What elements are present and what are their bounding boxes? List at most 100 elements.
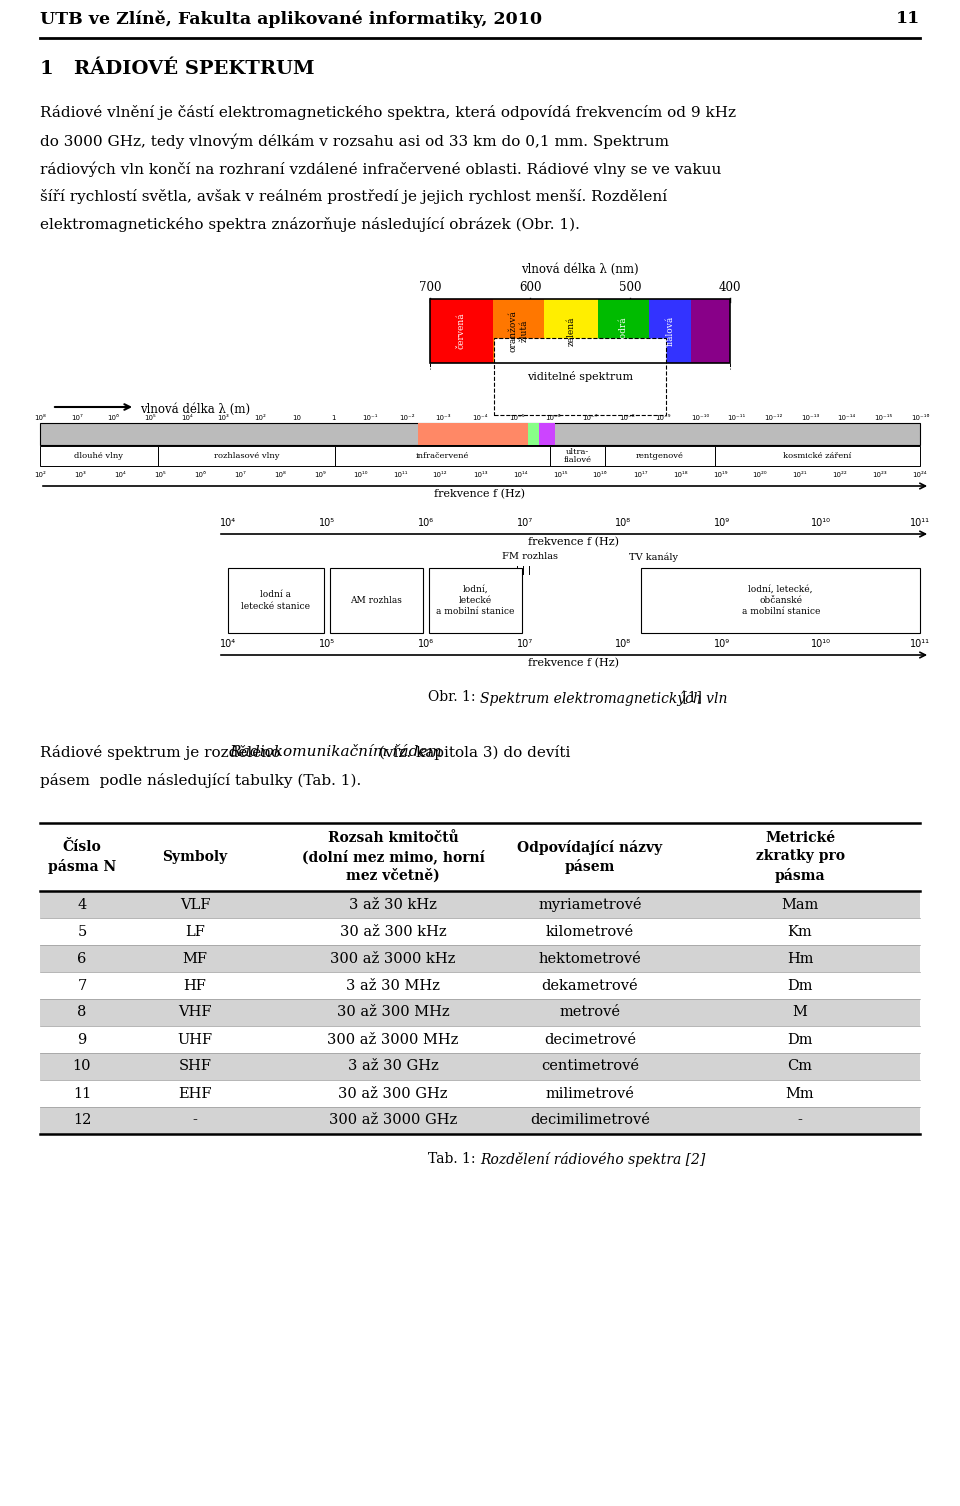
Text: Cm: Cm (787, 1060, 812, 1074)
Text: lodní, letecké,
občanské
a mobilní stanice: lodní, letecké, občanské a mobilní stani… (741, 584, 820, 616)
Bar (430, 300, 493, 363)
Text: 6: 6 (78, 952, 86, 965)
Text: 10⁻³: 10⁻³ (436, 416, 451, 422)
Text: 10²²: 10²² (832, 471, 848, 477)
Bar (158, 446, 335, 465)
Text: Dm: Dm (787, 979, 813, 992)
Text: 10¹⁰: 10¹⁰ (352, 471, 368, 477)
Text: 10¹⁰: 10¹⁰ (811, 518, 831, 529)
Text: 10¹⁶: 10¹⁶ (592, 471, 608, 477)
Text: centimetrové: centimetrové (541, 1060, 639, 1074)
Text: 3 až 30 GHz: 3 až 30 GHz (348, 1060, 439, 1074)
Text: 10²⁴: 10²⁴ (913, 471, 927, 477)
Text: 10¹⁸: 10¹⁸ (673, 471, 687, 477)
Text: 9: 9 (78, 1033, 86, 1047)
Text: lodní,
letecké
a mobilní stanice: lodní, letecké a mobilní stanice (436, 584, 515, 616)
Bar (715, 446, 920, 465)
Bar (598, 300, 649, 363)
Text: 10⁶: 10⁶ (418, 518, 434, 529)
Text: 10¹¹: 10¹¹ (393, 471, 407, 477)
Bar (550, 446, 605, 465)
Text: 300 až 3000 GHz: 300 až 3000 GHz (329, 1113, 457, 1128)
Text: 3 až 30 kHz: 3 až 30 kHz (349, 898, 437, 911)
Text: Hm: Hm (787, 952, 813, 965)
Text: 10⁸: 10⁸ (35, 416, 46, 422)
Bar (40, 919, 920, 944)
Text: UTB ve Zlíně, Fakulta aplikované informatiky, 2010: UTB ve Zlíně, Fakulta aplikované informa… (40, 11, 542, 27)
Bar (641, 568, 920, 633)
Text: 10⁻¹¹: 10⁻¹¹ (728, 416, 746, 422)
Text: 10¹⁷: 10¹⁷ (633, 471, 647, 477)
Text: dekametrové: dekametrové (541, 979, 638, 992)
Text: 700: 700 (419, 282, 442, 294)
Bar (528, 423, 539, 444)
Text: 1   RÁDIOVÉ SPEKTRUM: 1 RÁDIOVÉ SPEKTRUM (40, 60, 315, 78)
Text: 10⁶: 10⁶ (108, 416, 119, 422)
Text: TV kanály: TV kanály (629, 553, 678, 562)
Text: 10⁵: 10⁵ (319, 518, 335, 529)
Text: 7: 7 (78, 979, 86, 992)
Text: 11: 11 (896, 11, 920, 27)
Text: EHF: EHF (179, 1086, 212, 1101)
Text: 10²: 10² (34, 471, 46, 477)
Text: VHF: VHF (179, 1006, 212, 1020)
Text: Rádiové spektrum je rozděleno: Rádiové spektrum je rozděleno (40, 745, 285, 761)
Text: kosmické záření: kosmické záření (783, 452, 852, 459)
Text: Rádiové vlnění je částí elektromagnetického spektra, která odpovídá frekvencím o: Rádiové vlnění je částí elektromagnetick… (40, 105, 736, 120)
Text: 12: 12 (73, 1113, 91, 1128)
Text: Tab. 1:: Tab. 1: (428, 1152, 480, 1166)
Text: 500: 500 (619, 282, 641, 294)
Text: 10⁻¹⁴: 10⁻¹⁴ (837, 416, 855, 422)
Text: 10⁵: 10⁵ (319, 639, 335, 649)
Text: hektometrové: hektometrové (539, 952, 641, 965)
Text: HF: HF (183, 979, 206, 992)
Text: 30 až 300 GHz: 30 až 300 GHz (338, 1086, 447, 1101)
Bar (544, 300, 598, 363)
Text: 10⁹: 10⁹ (714, 639, 731, 649)
Text: Odpovídající názvy
pásem: Odpovídající názvy pásem (517, 840, 662, 873)
Bar (40, 998, 920, 1026)
Bar (40, 971, 920, 998)
Text: červená: červená (457, 313, 466, 349)
Text: Mam: Mam (781, 898, 819, 911)
Text: M: M (793, 1006, 807, 1020)
Text: 10⁸: 10⁸ (615, 639, 632, 649)
Text: dlouhé vlny: dlouhé vlny (75, 452, 124, 459)
Text: decimetrové: decimetrové (544, 1033, 636, 1047)
Text: 10¹⁹: 10¹⁹ (712, 471, 728, 477)
Text: 5: 5 (78, 925, 86, 938)
Text: 10⁴: 10⁴ (114, 471, 126, 477)
Text: 10¹⁴: 10¹⁴ (513, 471, 527, 477)
Text: MF: MF (182, 952, 207, 965)
Text: 10²⁰: 10²⁰ (753, 471, 767, 477)
Text: Mm: Mm (785, 1086, 814, 1101)
Text: pásem  podle následující tabulky (Tab. 1).: pásem podle následující tabulky (Tab. 1)… (40, 773, 361, 788)
Text: 10⁹: 10⁹ (714, 518, 731, 529)
Text: 10⁸: 10⁸ (615, 518, 632, 529)
Text: ultra-
fialové: ultra- fialové (564, 447, 591, 464)
Text: vlnová délka λ (m): vlnová délka λ (m) (140, 404, 251, 416)
Text: 10⁵: 10⁵ (144, 416, 156, 422)
Text: 10⁶: 10⁶ (194, 471, 206, 477)
Text: 10⁻⁴: 10⁻⁴ (472, 416, 488, 422)
Text: 30 až 300 kHz: 30 až 300 kHz (340, 925, 446, 938)
Text: frekvence f (Hz): frekvence f (Hz) (529, 658, 619, 669)
Text: viditelné spektrum: viditelné spektrum (527, 370, 633, 383)
Text: metrové: metrové (560, 1006, 620, 1020)
Text: 300 až 3000 kHz: 300 až 3000 kHz (330, 952, 456, 965)
Bar (330, 568, 422, 633)
Text: 10⁻⁵: 10⁻⁵ (509, 416, 524, 422)
Text: 11: 11 (73, 1086, 91, 1101)
Text: fialová: fialová (665, 316, 675, 346)
Bar (691, 300, 730, 363)
Bar (429, 568, 521, 633)
Bar (649, 300, 691, 363)
Text: oranžová
žlutá: oranžová žlutá (509, 310, 528, 352)
Bar (40, 944, 920, 971)
Text: AM rozhlas: AM rozhlas (350, 596, 402, 605)
Text: myriametrové: myriametrové (539, 898, 641, 913)
Bar (40, 1026, 920, 1053)
Text: 10⁵: 10⁵ (155, 471, 166, 477)
Text: Spektrum elektromagnetických vln: Spektrum elektromagnetických vln (480, 690, 728, 705)
Text: 10⁻⁶: 10⁻⁶ (545, 416, 562, 422)
